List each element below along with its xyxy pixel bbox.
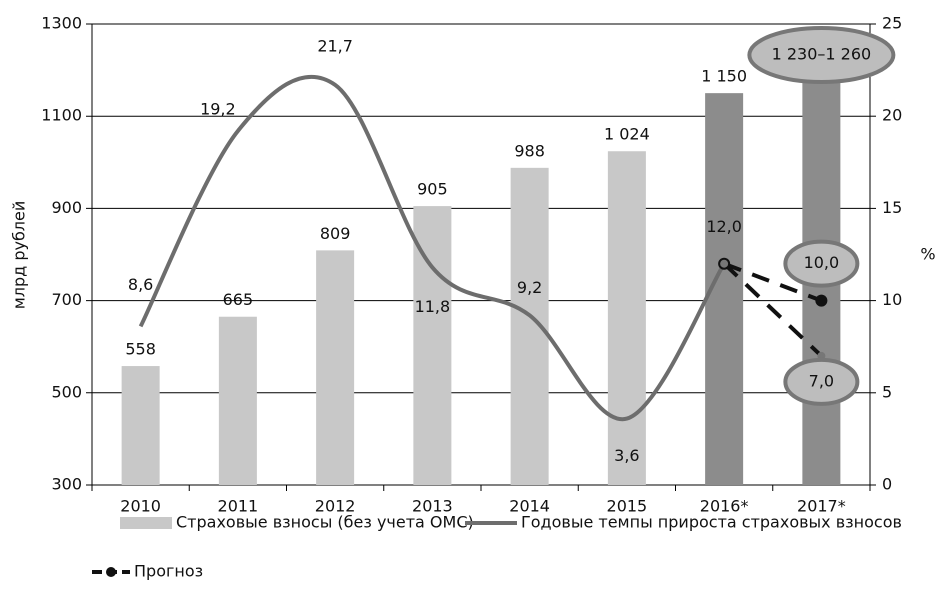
highlight-ellipse	[747, 26, 896, 84]
x-tick-label: 2011	[218, 497, 259, 516]
y-tick-label: 1100	[41, 106, 82, 125]
bar-value-label: 1 230–1 260	[772, 45, 872, 64]
line-value-label: 8,6	[128, 275, 153, 294]
y2-tick-label: 10	[882, 290, 902, 309]
highlight-ellipse	[783, 357, 860, 406]
line-value-label: 21,7	[317, 36, 353, 55]
x-tick-label: 2014	[509, 497, 550, 516]
line-value-label: 11,8	[415, 297, 451, 316]
y2-axis-label: %	[920, 245, 935, 264]
bar-value-label: 809	[320, 224, 351, 243]
bar	[607, 151, 646, 485]
bar	[413, 206, 452, 485]
legend-label: Прогноз	[134, 562, 203, 581]
bar-value-label: 665	[223, 290, 254, 309]
x-tick-label: 2010	[120, 497, 161, 516]
bar-value-label: 1 024	[604, 125, 650, 144]
forecast-point	[720, 259, 729, 268]
y2-tick-label: 0	[882, 475, 892, 494]
bar	[316, 250, 355, 485]
y-tick-label: 900	[51, 198, 82, 217]
x-tick-label: 2012	[315, 497, 356, 516]
bar-value-label: 905	[417, 180, 448, 199]
forecast-value-label: 12,0	[706, 217, 742, 236]
y2-tick-label: 25	[882, 14, 902, 33]
x-tick-label: 2016*	[700, 497, 749, 516]
forecast-line	[722, 262, 823, 358]
line-value-label: 9,2	[517, 278, 542, 297]
y2-tick-label: 15	[882, 198, 902, 217]
forecast-line	[723, 261, 823, 303]
y-axis-label: млрд рублей	[10, 201, 29, 310]
legend-label: Годовые темпы прироста страховых взносов	[521, 513, 902, 532]
bar	[121, 366, 160, 485]
y-tick-label: 300	[51, 475, 82, 494]
x-tick-label: 2015	[607, 497, 648, 516]
forecast-value-label: 7,0	[809, 371, 834, 390]
legend-label: Страховые взносы (без учета ОМС)	[176, 513, 474, 532]
x-tick-label: 2013	[412, 497, 453, 516]
highlight-ellipse	[783, 239, 860, 288]
forecast-point	[817, 351, 826, 360]
x-tick-label: 2017*	[797, 497, 846, 516]
y2-tick-label: 20	[882, 106, 902, 125]
bar-value-label: 558	[125, 340, 156, 359]
y-tick-label: 700	[51, 290, 82, 309]
y-tick-label: 500	[51, 382, 82, 401]
y2-tick-label: 5	[882, 382, 892, 401]
legend-swatch	[120, 517, 172, 529]
line-value-label: 19,2	[200, 99, 236, 118]
forecast-point	[815, 294, 828, 307]
y-tick-label: 1300	[41, 14, 82, 33]
legend-swatch	[106, 567, 116, 577]
growth-line	[138, 74, 726, 421]
line-value-label: 3,6	[614, 446, 639, 465]
forecast-value-label: 10,0	[804, 253, 840, 272]
bar	[218, 316, 257, 485]
bar-value-label: 988	[514, 141, 545, 160]
bar-value-label: 1 150	[701, 67, 747, 86]
